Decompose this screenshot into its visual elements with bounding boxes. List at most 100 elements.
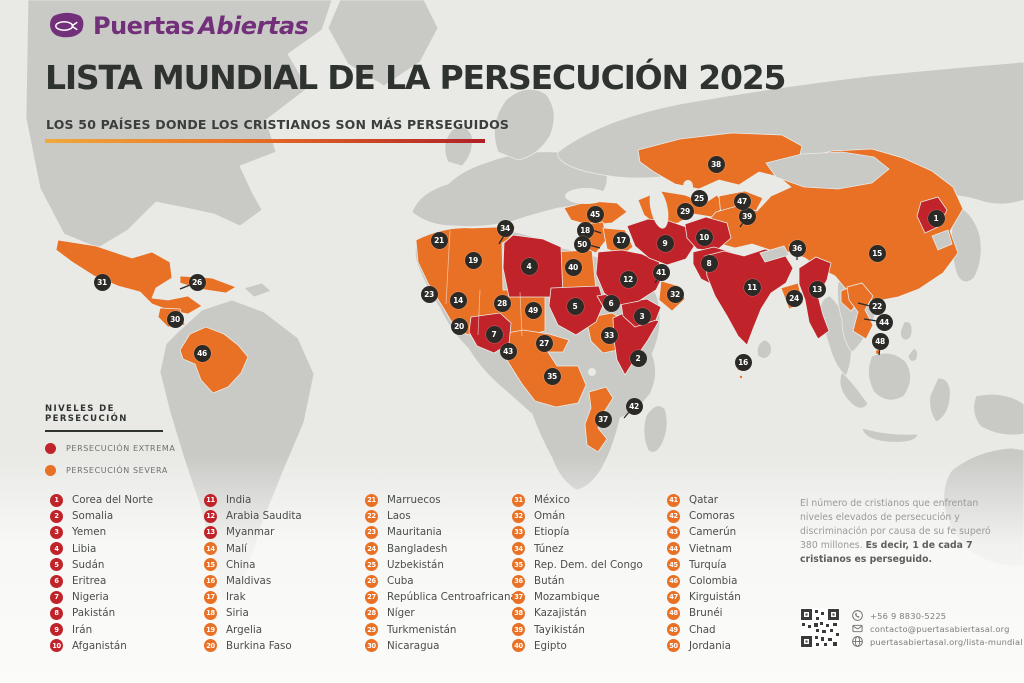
country-name: Argelia [226,623,262,636]
country-name: Comoras [689,510,735,523]
list-item: 20 Burkina Faso [204,638,302,654]
rank-badge: 17 [204,590,217,604]
list-item: 7 Nigeria [50,589,153,605]
country-name: Omán [534,510,565,523]
list-item: 22 Laos [365,508,517,524]
rank-badge: 6 [50,574,63,588]
whatsapp-icon [852,610,863,621]
rank-badge: 34 [512,542,525,556]
list-item: 40 Egipto [512,638,643,654]
rank-badge: 11 [204,493,217,507]
list-item: 3 Yemen [50,524,153,540]
list-item: 28 Níger [365,605,517,621]
severe-level-dot [45,465,56,476]
fish-logo-icon [50,12,84,38]
list-item: 18 Siria [204,605,302,621]
list-item: 39 Tayikistán [512,622,643,638]
list-item: 31 México [512,492,643,508]
list-item: 9 Irán [50,622,153,638]
list-item: 49 Chad [667,622,741,638]
country-name: Bután [534,575,565,588]
contact-email[interactable]: contacto@puertasabiertasal.org [870,623,1010,634]
country-name: Irak [226,591,246,604]
rank-badge: 24 [365,542,378,556]
contact-rows: +56 9 8830-5225 contacto@puertasabiertas… [852,608,1023,649]
rank-badge: 5 [50,558,63,572]
list-item: 34 Túnez [512,541,643,557]
contact-website[interactable]: puertasabiertasal.org/lista-mundial [870,636,1023,647]
country-name: República Centroafricana [387,591,517,604]
country-list-column: 41 Qatar 42 Comoras 43 Camerún 44 Vietnam 45 Turq… [667,492,741,654]
country-name: Laos [387,510,411,523]
list-item: 23 Mauritania [365,524,517,540]
country-name: Sudán [72,558,105,571]
list-item: 33 Etiopía [512,524,643,540]
country-name: Nicaragua [387,639,440,652]
list-item: 41 Qatar [667,492,741,508]
legend-item-label: PERSECUCIÓN EXTREMA [66,444,176,453]
list-item: 15 China [204,557,302,573]
list-item: 30 Nicaragua [365,638,517,654]
rank-badge: 30 [365,639,378,653]
list-item: 48 Brunéi [667,605,741,621]
rank-badge: 3 [50,525,63,539]
rank-badge: 22 [365,509,378,523]
country-list-column: 31 México 32 Omán 33 Etiopía 34 Túnez 35 Rep. Dem… [512,492,643,654]
rank-badge: 35 [512,558,525,572]
country-name: Colombia [689,575,738,588]
rank-badge: 37 [512,590,525,604]
rank-badge: 14 [204,542,217,556]
country-name: Burkina Faso [226,639,292,652]
rank-badge: 48 [667,606,680,620]
sea-patches [565,180,693,376]
list-item: 29 Turkmenistán [365,622,517,638]
country-list-column: 21 Marruecos 22 Laos 23 Mauritania 24 Banglades… [365,492,517,654]
rank-badge: 2 [50,509,63,523]
list-item: 37 Mozambique [512,589,643,605]
rank-badge: 31 [512,493,525,507]
country-name: Maldivas [226,575,272,588]
country-name: Arabia Saudita [226,510,302,523]
qr-code[interactable] [800,608,840,648]
brand-name-regular: Puertas [93,12,195,40]
country-name: Nigeria [72,591,109,604]
country-name: Turquía [689,558,727,571]
contact-phone-row: +56 9 8830-5225 [852,609,1023,622]
country-name: Jordania [689,639,731,652]
country-name: Uzbekistán [387,558,444,571]
mail-icon [852,624,863,633]
country-name: Afganistán [72,639,127,652]
list-item: 1 Corea del Norte [50,492,153,508]
country-name: Libia [72,542,97,555]
list-item: 38 Kazajistán [512,605,643,621]
rank-badge: 42 [667,509,680,523]
rank-badge: 21 [365,493,378,507]
country-border-lines [445,230,523,337]
country-list-column: 11 India 12 Arabia Saudita 13 Myanmar 14 Malí 15… [204,492,302,654]
country-name: Mozambique [534,591,600,604]
legend-item-label: PERSECUCIÓN SEVERA [66,466,168,475]
list-item: 44 Vietnam [667,541,741,557]
rank-badge: 50 [667,639,680,653]
region-myanmar [798,256,832,340]
rank-badge: 47 [667,590,680,604]
rank-badge: 41 [667,493,680,507]
list-item: 42 Comoras [667,508,741,524]
country-name: Siria [226,607,249,620]
rank-badge: 36 [512,574,525,588]
rank-badge: 39 [512,623,525,637]
legend-title: NIVELES DE PERSECUCIÓN [45,404,163,432]
list-item: 36 Bután [512,573,643,589]
list-item: 46 Colombia [667,573,741,589]
list-item: 4 Libia [50,541,153,557]
extreme-level-dot [45,443,56,454]
country-name: Bangladesh [387,542,448,555]
brand-name: Puertas Abiertas [93,12,309,40]
page-title: LISTA MUNDIAL DE LA PERSECUCIÓN 2025 [45,58,786,97]
region-greenland [327,0,439,87]
country-name: Irán [72,623,93,636]
country-name: Malí [226,542,247,555]
country-name: Túnez [534,542,564,555]
list-item: 6 Eritrea [50,573,153,589]
rank-badge: 7 [50,590,63,604]
